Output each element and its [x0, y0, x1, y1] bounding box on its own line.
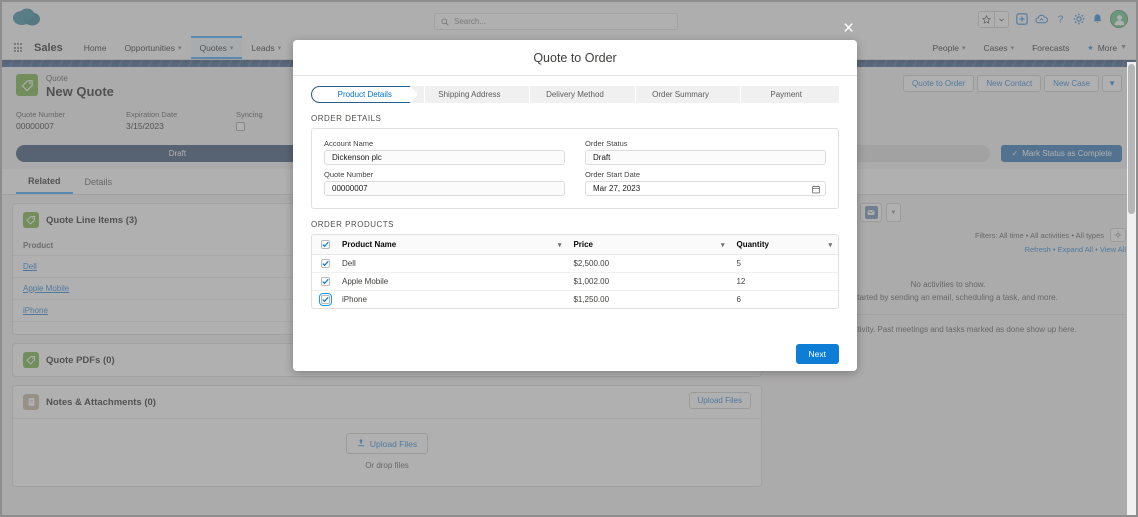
step-order-summary[interactable]: Order Summary [627, 86, 734, 103]
modal-body: Product Details Shipping Address Deliver… [293, 76, 857, 337]
table-row[interactable]: Dell $2,500.00 5 [312, 254, 838, 273]
cell-price: $1,250.00 [573, 295, 610, 304]
table-row[interactable]: iPhone $1,250.00 6 [312, 291, 838, 309]
row-checkbox[interactable] [319, 293, 332, 306]
col-product-name[interactable]: Product Name ▾ [336, 235, 568, 255]
cell-quantity: 5 [730, 254, 838, 273]
quote-to-order-modal: Quote to Order Product Details Shipping … [293, 40, 857, 371]
step-product-details[interactable]: Product Details [311, 86, 419, 103]
cell-product-name: Dell [336, 254, 568, 273]
page-scrollbar[interactable] [1127, 62, 1136, 515]
modal-footer: Next [293, 337, 857, 371]
account-name-input[interactable]: Dickenson plc [324, 150, 565, 165]
cell-quantity: 12 [730, 272, 838, 291]
chevron-down-icon[interactable]: ▾ [828, 241, 832, 249]
order-start-date-input[interactable]: Mar 27, 2023 [585, 181, 826, 196]
wizard-stepper: Product Details Shipping Address Deliver… [311, 86, 839, 103]
cell-price: $2,500.00 [567, 254, 731, 273]
col-price[interactable]: Price ▾ [567, 235, 731, 255]
modal-title: Quote to Order [533, 50, 617, 65]
cell-product-name: Apple Mobile [336, 272, 568, 291]
field-quote-number: Quote Number 00000007 [324, 170, 565, 196]
chevron-down-icon[interactable]: ▾ [720, 241, 725, 249]
field-account-name: Account Name Dickenson plc [324, 139, 565, 165]
field-order-status: Order Status Draft [585, 139, 826, 165]
table-row[interactable]: Apple Mobile $1,002.00 12 [312, 272, 838, 291]
table-header-row: Product Name ▾ Price ▾ Quantity ▾ [312, 235, 838, 255]
order-products-table-wrapper: Product Name ▾ Price ▾ Quantity ▾ [311, 234, 839, 309]
order-products-table: Product Name ▾ Price ▾ Quantity ▾ [312, 235, 838, 308]
row-checkbox[interactable] [321, 259, 330, 268]
step-delivery-method[interactable]: Delivery Method [522, 86, 628, 103]
step-shipping-address[interactable]: Shipping Address [416, 86, 523, 103]
modal-header: Quote to Order [293, 40, 857, 76]
row-select-cell [312, 254, 336, 273]
close-icon[interactable]: × [843, 18, 855, 39]
order-status-input[interactable]: Draft [585, 150, 826, 165]
field-order-start-date: Order Start Date Mar 27, 2023 [585, 170, 826, 196]
quote-number-input[interactable]: 00000007 [324, 181, 565, 196]
cell-product-name: iPhone [342, 295, 367, 304]
row-checkbox[interactable] [321, 277, 330, 286]
order-products-label: ORDER PRODUCTS [311, 220, 395, 229]
select-all-checkbox[interactable] [321, 240, 330, 249]
order-details-label: ORDER DETAILS [311, 114, 382, 123]
cell-price: $1,002.00 [567, 272, 731, 291]
col-quantity[interactable]: Quantity ▾ [730, 235, 838, 255]
calendar-icon[interactable] [812, 185, 820, 196]
order-details-fieldset: Account Name Dickenson plc Order Status … [311, 128, 839, 209]
row-select-cell [312, 291, 336, 309]
cell-quantity: 6 [736, 295, 741, 304]
select-all-header [312, 235, 336, 255]
chevron-down-icon[interactable]: ▾ [557, 241, 562, 249]
row-select-cell [312, 272, 336, 291]
next-button[interactable]: Next [795, 344, 839, 364]
step-payment[interactable]: Payment [733, 86, 839, 103]
